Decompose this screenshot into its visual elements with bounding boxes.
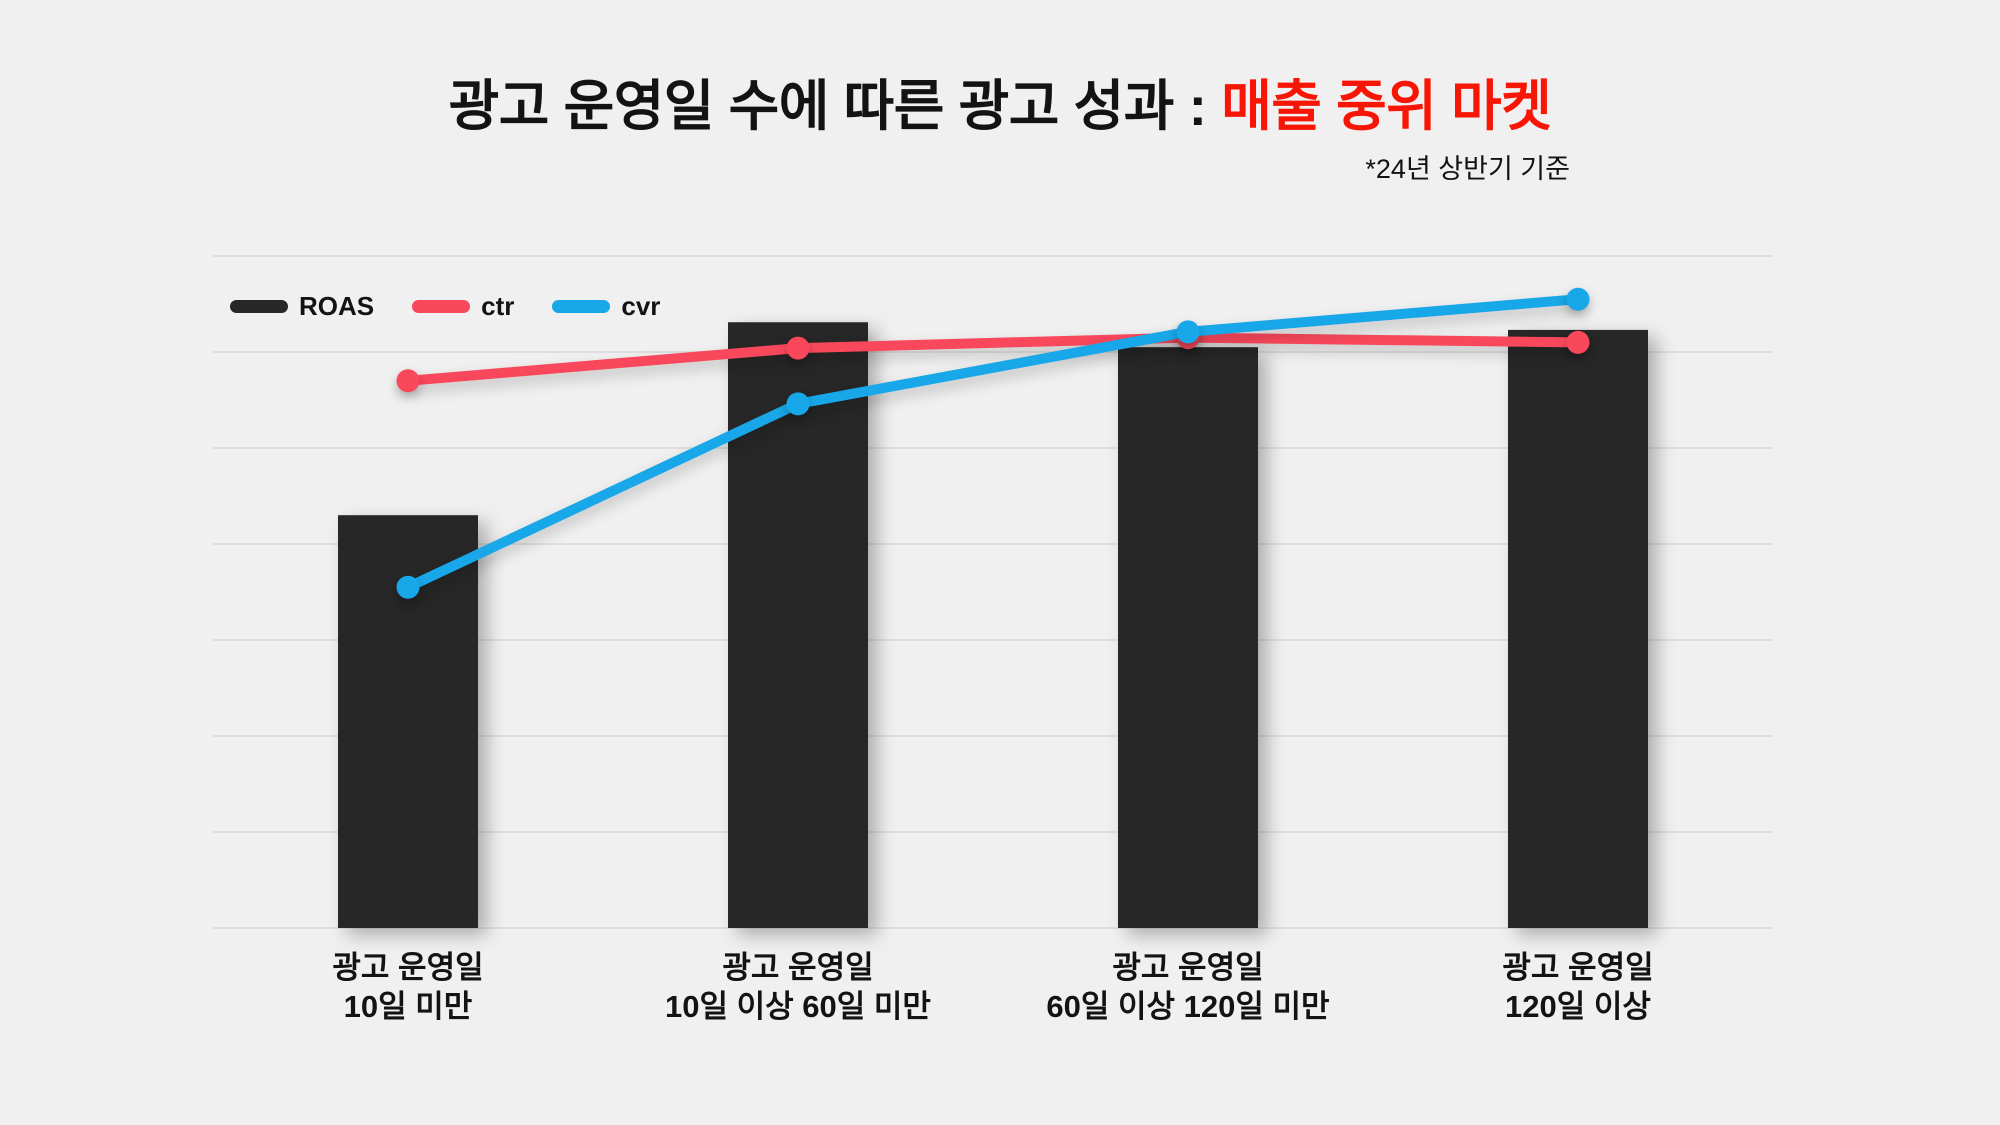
cvr-point-0 bbox=[396, 575, 420, 599]
ctr-point-3 bbox=[1566, 330, 1590, 354]
x-axis-label-0: 광고 운영일 10일 미만 bbox=[332, 950, 484, 1024]
page-title-main: 광고 운영일 수에 따른 광고 성과 : bbox=[448, 75, 1222, 137]
cvr-line bbox=[403, 294, 1583, 593]
cvr-point-1 bbox=[786, 392, 810, 416]
ctr-line bbox=[403, 332, 1583, 386]
cvr-point-3 bbox=[1566, 287, 1590, 311]
x-axis-label-3: 광고 운영일 120일 이상 bbox=[1502, 950, 1654, 1024]
legend-swatch-roas bbox=[230, 299, 288, 313]
legend-label-cvr: cvr bbox=[621, 290, 661, 321]
legend-label-ctr: ctr bbox=[481, 290, 515, 321]
ctr-point-1 bbox=[786, 336, 810, 360]
roas-bar-3 bbox=[1508, 329, 1648, 928]
ctr-point-0 bbox=[396, 369, 420, 393]
page-title-highlight: 매출 중위 마켓 bbox=[1221, 75, 1552, 137]
legend-swatch-ctr bbox=[412, 299, 471, 313]
x-axis-label-2: 광고 운영일 60일 이상 120일 미만 bbox=[1046, 950, 1330, 1024]
legend-item-cvr: cvr bbox=[552, 291, 660, 322]
chart-subtitle: *24년 상반기 기준 bbox=[1365, 154, 1570, 184]
cvr-point-2 bbox=[1176, 320, 1200, 344]
legend-swatch-cvr bbox=[552, 299, 611, 313]
legend-item-roas: ROAS bbox=[230, 291, 374, 322]
x-axis-label-1: 광고 운영일 10일 이상 60일 미만 bbox=[665, 950, 931, 1024]
page-title: 광고 운영일 수에 따른 광고 성과 : 매출 중위 마켓 bbox=[0, 76, 2000, 137]
legend-label-roas: ROAS bbox=[299, 290, 375, 321]
chart-legend: ROAS ctr cvr bbox=[230, 291, 660, 321]
legend-item-ctr: ctr bbox=[412, 291, 514, 322]
roas-bar-2 bbox=[1118, 347, 1258, 928]
